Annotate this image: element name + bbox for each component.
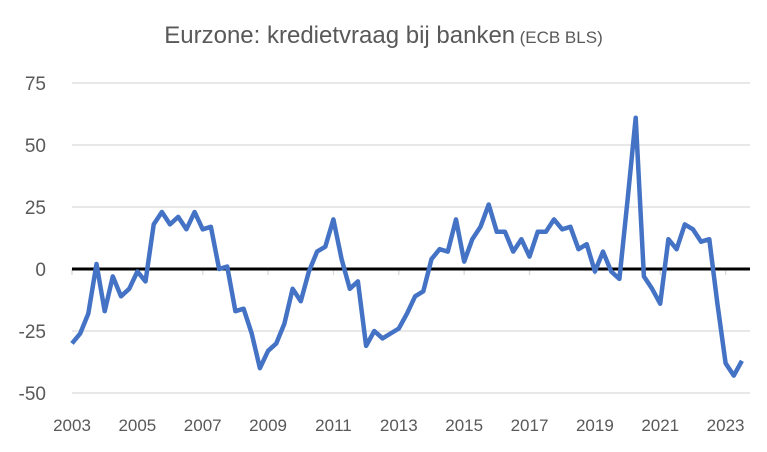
y-tick-label: 50 [25,136,46,157]
x-tick-label: 2023 [707,416,745,435]
x-tick-label: 2011 [315,416,352,435]
x-tick-label: 2013 [380,416,418,435]
x-tick-label: 2019 [576,416,614,435]
y-tick-label: 75 [25,74,46,95]
chart-title: Eurzone: kredietvraag bij banken (ECB BL… [0,22,767,50]
y-tick-label: 25 [25,198,46,219]
x-tick-label: 2021 [641,416,679,435]
y-tick-label: -25 [19,322,46,343]
x-tick-label: 2015 [445,416,483,435]
chart-title-main: Eurzone: kredietvraag bij banken [164,22,516,49]
x-tick-label: 2009 [249,416,287,435]
x-tick-label: 2003 [53,416,91,435]
y-tick-label: 0 [35,260,46,281]
x-tick-label: 2005 [118,416,156,435]
y-tick-label: -50 [19,384,46,405]
chart-subtitle: (ECB BLS) [519,28,603,47]
x-tick-label: 2017 [511,416,549,435]
x-tick-label: 2007 [184,416,222,435]
series-line [70,115,744,378]
